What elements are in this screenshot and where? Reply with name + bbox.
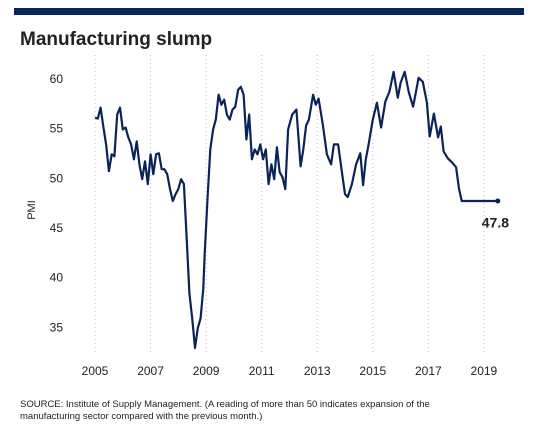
- y-axis-label: PMI: [26, 200, 38, 220]
- x-tick-label: 2007: [137, 364, 164, 378]
- x-tick-label: 2005: [82, 364, 109, 378]
- y-tick-label: 35: [50, 320, 64, 334]
- x-tick-label: 2013: [304, 364, 331, 378]
- annotation: 47.8: [482, 215, 509, 231]
- x-tick-label: 2019: [471, 364, 498, 378]
- y-tick-label: 40: [50, 271, 64, 285]
- x-tick-label: 2011: [249, 364, 275, 378]
- y-tick-label: 50: [50, 171, 64, 185]
- end-point: [495, 198, 501, 204]
- top-bar: [14, 8, 524, 15]
- source-note: SOURCE: Institute of Supply Management. …: [20, 399, 430, 422]
- y-tick-label: 55: [50, 122, 64, 136]
- chart-title: Manufacturing slump: [20, 29, 212, 50]
- y-tick-label: 45: [50, 221, 64, 235]
- x-tick-label: 2015: [359, 364, 386, 378]
- y-tick-label: 60: [50, 72, 64, 86]
- x-tick-label: 2009: [193, 364, 220, 378]
- x-tick-label: 2017: [415, 364, 442, 378]
- data-line: [94, 70, 498, 350]
